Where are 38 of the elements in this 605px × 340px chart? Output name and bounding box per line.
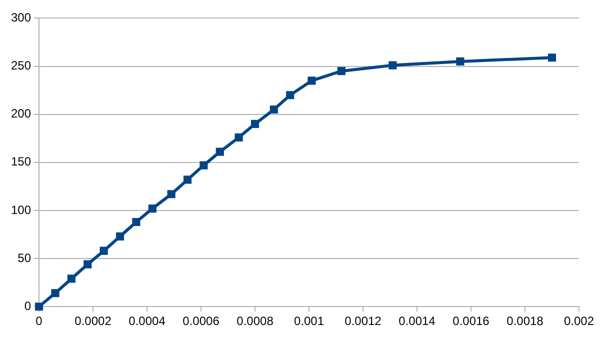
point: [67, 274, 76, 283]
point: [308, 76, 316, 85]
x-tick-label: 0.0008: [236, 314, 274, 328]
point: [200, 161, 208, 170]
y-tick-label: 250: [10, 58, 32, 73]
x-tick-label: 0.002: [564, 314, 594, 328]
point: [51, 289, 60, 298]
point: [84, 260, 92, 268]
point: [337, 67, 346, 76]
x-tick-label: 0.0006: [182, 314, 220, 328]
y-tick-label: 150: [10, 154, 32, 169]
x-tick-label: 0.001: [294, 314, 324, 328]
y-tick-label: 300: [10, 10, 32, 25]
point: [183, 176, 192, 184]
x-tick-label: 0: [36, 314, 43, 328]
point: [388, 61, 397, 70]
point: [167, 190, 176, 198]
point: [216, 148, 224, 156]
point: [234, 133, 243, 142]
point: [456, 57, 464, 66]
y-tick-label: 100: [10, 202, 32, 217]
point: [132, 218, 140, 226]
x-tick-label: 0.0012: [344, 314, 382, 328]
y-tick-label: 0: [24, 298, 32, 313]
point: [270, 105, 278, 114]
point: [250, 120, 260, 128]
y-tick-label: 50: [18, 250, 32, 265]
point: [548, 54, 556, 62]
x-tick-label: 0.0014: [398, 314, 436, 328]
point: [148, 204, 156, 213]
x-tick-label: 0.0018: [506, 314, 544, 328]
x-tick-label: 0.0004: [128, 314, 166, 328]
point: [116, 232, 124, 240]
point: [100, 246, 108, 255]
point: [286, 91, 294, 100]
x-tick-label: 0.0002: [74, 314, 112, 328]
x-tick-label: 0.0016: [452, 314, 490, 328]
y-tick-label: 200: [10, 106, 32, 121]
